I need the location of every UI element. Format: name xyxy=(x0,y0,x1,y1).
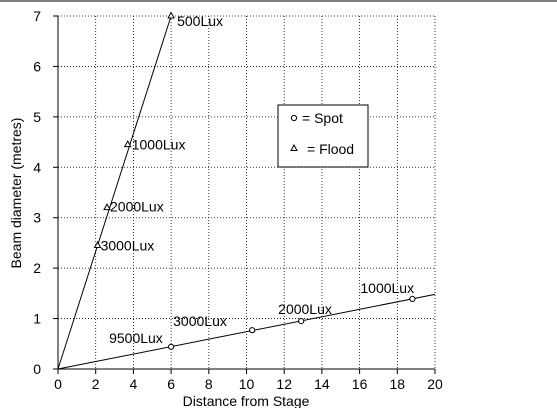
spot-point-label: 9500Lux xyxy=(109,330,163,346)
spot-point-marker xyxy=(168,343,175,350)
axes xyxy=(53,15,436,374)
x-tick-label: 18 xyxy=(390,376,406,392)
spot-point-marker xyxy=(249,327,256,334)
y-tick-label: 1 xyxy=(33,311,41,327)
flood-point-label: 2000Lux xyxy=(110,199,164,215)
legend-flood-marker xyxy=(290,143,298,151)
x-tick-label: 14 xyxy=(314,376,330,392)
data-labels: 9500Lux 3000Lux 2000Lux 1000Lux 3000Lux 2000L… xyxy=(101,13,415,346)
x-tick-label: 8 xyxy=(205,376,213,392)
legend-spot-marker xyxy=(290,114,298,122)
y-tick-label: 6 xyxy=(33,58,41,74)
legend-spot-label: = Spot xyxy=(302,110,343,126)
spot-point-label: 2000Lux xyxy=(278,301,332,317)
x-tick-label: 12 xyxy=(276,376,292,392)
x-tick-label: 2 xyxy=(92,376,100,392)
spot-point-label: 1000Lux xyxy=(360,280,414,296)
legend: = Spot = Flood xyxy=(277,104,369,168)
x-tick-label: 16 xyxy=(352,376,368,392)
spot-point-marker xyxy=(409,295,416,303)
x-tick-label: 10 xyxy=(239,376,255,392)
data-markers xyxy=(93,11,416,350)
y-tick-label: 0 xyxy=(33,361,41,377)
series-lines xyxy=(57,15,436,370)
x-tick-label: 20 xyxy=(427,376,443,392)
x-axis-title: Distance from Stage xyxy=(183,393,310,408)
flood-series-line xyxy=(57,15,172,370)
legend-flood-label: = Flood xyxy=(307,141,354,157)
spot-point-label: 3000Lux xyxy=(173,313,227,329)
y-tick-label: 5 xyxy=(33,109,41,125)
y-tick-label: 2 xyxy=(33,260,41,276)
spot-series-line xyxy=(57,293,436,370)
flood-point-label: 3000Lux xyxy=(101,237,155,253)
flood-point-label: 500Lux xyxy=(177,13,223,29)
x-tick-label: 4 xyxy=(130,376,138,392)
flood-point-marker xyxy=(103,203,111,211)
flood-point-marker xyxy=(167,11,175,19)
flood-point-label: 1000Lux xyxy=(132,137,186,153)
flood-point-marker xyxy=(93,240,102,248)
x-tick-label: 0 xyxy=(54,376,62,392)
spot-point-marker xyxy=(298,317,305,325)
flood-point-marker xyxy=(123,140,132,148)
y-tick-label: 7 xyxy=(33,8,41,24)
x-tick-label: 6 xyxy=(167,376,175,392)
y-tick-label: 4 xyxy=(33,159,41,175)
y-axis-title: Beam diameter (metres) xyxy=(8,118,24,269)
y-tick-label: 3 xyxy=(33,210,41,226)
grid xyxy=(58,15,436,369)
